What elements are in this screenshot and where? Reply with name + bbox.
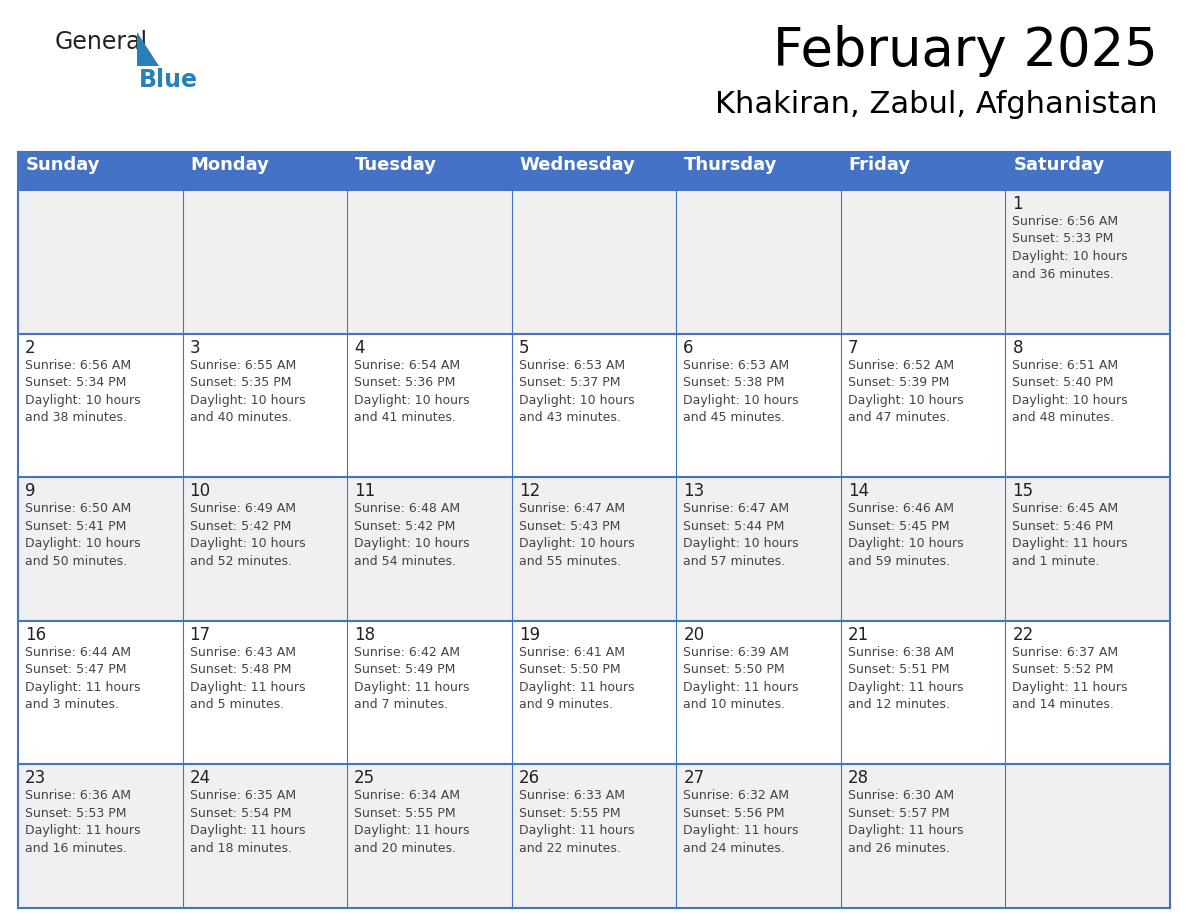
Text: Sunrise: 6:43 AM
Sunset: 5:48 PM
Daylight: 11 hours
and 5 minutes.: Sunrise: 6:43 AM Sunset: 5:48 PM Dayligh… xyxy=(190,645,305,711)
Text: Sunday: Sunday xyxy=(26,156,101,174)
Text: Sunrise: 6:38 AM
Sunset: 5:51 PM
Daylight: 11 hours
and 12 minutes.: Sunrise: 6:38 AM Sunset: 5:51 PM Dayligh… xyxy=(848,645,963,711)
Text: Tuesday: Tuesday xyxy=(355,156,437,174)
Text: Sunrise: 6:32 AM
Sunset: 5:56 PM
Daylight: 11 hours
and 24 minutes.: Sunrise: 6:32 AM Sunset: 5:56 PM Dayligh… xyxy=(683,789,798,855)
Text: Sunrise: 6:52 AM
Sunset: 5:39 PM
Daylight: 10 hours
and 47 minutes.: Sunrise: 6:52 AM Sunset: 5:39 PM Dayligh… xyxy=(848,359,963,424)
Text: Friday: Friday xyxy=(849,156,911,174)
Text: 25: 25 xyxy=(354,769,375,788)
Text: 28: 28 xyxy=(848,769,868,788)
Text: Sunrise: 6:56 AM
Sunset: 5:34 PM
Daylight: 10 hours
and 38 minutes.: Sunrise: 6:56 AM Sunset: 5:34 PM Dayligh… xyxy=(25,359,140,424)
Text: Sunrise: 6:55 AM
Sunset: 5:35 PM
Daylight: 10 hours
and 40 minutes.: Sunrise: 6:55 AM Sunset: 5:35 PM Dayligh… xyxy=(190,359,305,424)
Text: 8: 8 xyxy=(1012,339,1023,356)
Text: Sunrise: 6:39 AM
Sunset: 5:50 PM
Daylight: 11 hours
and 10 minutes.: Sunrise: 6:39 AM Sunset: 5:50 PM Dayligh… xyxy=(683,645,798,711)
Text: 20: 20 xyxy=(683,626,704,644)
Text: 6: 6 xyxy=(683,339,694,356)
Text: 24: 24 xyxy=(190,769,210,788)
Text: Khakiran, Zabul, Afghanistan: Khakiran, Zabul, Afghanistan xyxy=(715,90,1158,119)
Text: Blue: Blue xyxy=(139,68,198,92)
Text: Sunrise: 6:36 AM
Sunset: 5:53 PM
Daylight: 11 hours
and 16 minutes.: Sunrise: 6:36 AM Sunset: 5:53 PM Dayligh… xyxy=(25,789,140,855)
Text: Thursday: Thursday xyxy=(684,156,778,174)
Text: 17: 17 xyxy=(190,626,210,644)
Text: 16: 16 xyxy=(25,626,46,644)
Bar xyxy=(676,152,841,190)
Bar xyxy=(18,152,183,190)
Text: Sunrise: 6:37 AM
Sunset: 5:52 PM
Daylight: 11 hours
and 14 minutes.: Sunrise: 6:37 AM Sunset: 5:52 PM Dayligh… xyxy=(1012,645,1127,711)
Text: 23: 23 xyxy=(25,769,46,788)
Text: Sunrise: 6:51 AM
Sunset: 5:40 PM
Daylight: 10 hours
and 48 minutes.: Sunrise: 6:51 AM Sunset: 5:40 PM Dayligh… xyxy=(1012,359,1129,424)
Text: Sunrise: 6:41 AM
Sunset: 5:50 PM
Daylight: 11 hours
and 9 minutes.: Sunrise: 6:41 AM Sunset: 5:50 PM Dayligh… xyxy=(519,645,634,711)
Text: 10: 10 xyxy=(190,482,210,500)
Text: 7: 7 xyxy=(848,339,859,356)
Bar xyxy=(18,765,1170,908)
Text: Sunrise: 6:46 AM
Sunset: 5:45 PM
Daylight: 10 hours
and 59 minutes.: Sunrise: 6:46 AM Sunset: 5:45 PM Dayligh… xyxy=(848,502,963,567)
Bar xyxy=(841,152,1005,190)
Text: Sunrise: 6:56 AM
Sunset: 5:33 PM
Daylight: 10 hours
and 36 minutes.: Sunrise: 6:56 AM Sunset: 5:33 PM Dayligh… xyxy=(1012,215,1129,281)
Text: Monday: Monday xyxy=(190,156,270,174)
Text: General: General xyxy=(55,30,148,54)
Text: Sunrise: 6:45 AM
Sunset: 5:46 PM
Daylight: 11 hours
and 1 minute.: Sunrise: 6:45 AM Sunset: 5:46 PM Dayligh… xyxy=(1012,502,1127,567)
Text: 12: 12 xyxy=(519,482,541,500)
Text: 21: 21 xyxy=(848,626,870,644)
Text: Sunrise: 6:47 AM
Sunset: 5:44 PM
Daylight: 10 hours
and 57 minutes.: Sunrise: 6:47 AM Sunset: 5:44 PM Dayligh… xyxy=(683,502,798,567)
Text: 3: 3 xyxy=(190,339,201,356)
Text: 27: 27 xyxy=(683,769,704,788)
Text: Sunrise: 6:33 AM
Sunset: 5:55 PM
Daylight: 11 hours
and 22 minutes.: Sunrise: 6:33 AM Sunset: 5:55 PM Dayligh… xyxy=(519,789,634,855)
Bar xyxy=(18,333,1170,477)
Text: Sunrise: 6:49 AM
Sunset: 5:42 PM
Daylight: 10 hours
and 52 minutes.: Sunrise: 6:49 AM Sunset: 5:42 PM Dayligh… xyxy=(190,502,305,567)
Bar xyxy=(347,152,512,190)
Text: 15: 15 xyxy=(1012,482,1034,500)
Text: Saturday: Saturday xyxy=(1013,156,1105,174)
Text: February 2025: February 2025 xyxy=(773,25,1158,77)
Bar xyxy=(18,477,1170,621)
Text: Sunrise: 6:35 AM
Sunset: 5:54 PM
Daylight: 11 hours
and 18 minutes.: Sunrise: 6:35 AM Sunset: 5:54 PM Dayligh… xyxy=(190,789,305,855)
Text: Sunrise: 6:54 AM
Sunset: 5:36 PM
Daylight: 10 hours
and 41 minutes.: Sunrise: 6:54 AM Sunset: 5:36 PM Dayligh… xyxy=(354,359,469,424)
Polygon shape xyxy=(137,32,159,66)
Text: Sunrise: 6:48 AM
Sunset: 5:42 PM
Daylight: 10 hours
and 54 minutes.: Sunrise: 6:48 AM Sunset: 5:42 PM Dayligh… xyxy=(354,502,469,567)
Text: 1: 1 xyxy=(1012,195,1023,213)
Text: Sunrise: 6:34 AM
Sunset: 5:55 PM
Daylight: 11 hours
and 20 minutes.: Sunrise: 6:34 AM Sunset: 5:55 PM Dayligh… xyxy=(354,789,469,855)
Text: 26: 26 xyxy=(519,769,539,788)
Text: 14: 14 xyxy=(848,482,868,500)
Text: Sunrise: 6:42 AM
Sunset: 5:49 PM
Daylight: 11 hours
and 7 minutes.: Sunrise: 6:42 AM Sunset: 5:49 PM Dayligh… xyxy=(354,645,469,711)
Bar xyxy=(1005,152,1170,190)
Text: 9: 9 xyxy=(25,482,36,500)
Text: Sunrise: 6:53 AM
Sunset: 5:37 PM
Daylight: 10 hours
and 43 minutes.: Sunrise: 6:53 AM Sunset: 5:37 PM Dayligh… xyxy=(519,359,634,424)
Text: 18: 18 xyxy=(354,626,375,644)
Text: Sunrise: 6:47 AM
Sunset: 5:43 PM
Daylight: 10 hours
and 55 minutes.: Sunrise: 6:47 AM Sunset: 5:43 PM Dayligh… xyxy=(519,502,634,567)
Bar xyxy=(18,190,1170,333)
Text: Sunrise: 6:50 AM
Sunset: 5:41 PM
Daylight: 10 hours
and 50 minutes.: Sunrise: 6:50 AM Sunset: 5:41 PM Dayligh… xyxy=(25,502,140,567)
Bar xyxy=(18,621,1170,765)
Bar xyxy=(512,152,676,190)
Text: 4: 4 xyxy=(354,339,365,356)
Text: Wednesday: Wednesday xyxy=(519,156,636,174)
Text: Sunrise: 6:30 AM
Sunset: 5:57 PM
Daylight: 11 hours
and 26 minutes.: Sunrise: 6:30 AM Sunset: 5:57 PM Dayligh… xyxy=(848,789,963,855)
Text: 5: 5 xyxy=(519,339,529,356)
Text: 13: 13 xyxy=(683,482,704,500)
Text: 11: 11 xyxy=(354,482,375,500)
Text: Sunrise: 6:53 AM
Sunset: 5:38 PM
Daylight: 10 hours
and 45 minutes.: Sunrise: 6:53 AM Sunset: 5:38 PM Dayligh… xyxy=(683,359,798,424)
Text: 2: 2 xyxy=(25,339,36,356)
Bar xyxy=(183,152,347,190)
Text: 19: 19 xyxy=(519,626,539,644)
Text: 22: 22 xyxy=(1012,626,1034,644)
Text: Sunrise: 6:44 AM
Sunset: 5:47 PM
Daylight: 11 hours
and 3 minutes.: Sunrise: 6:44 AM Sunset: 5:47 PM Dayligh… xyxy=(25,645,140,711)
